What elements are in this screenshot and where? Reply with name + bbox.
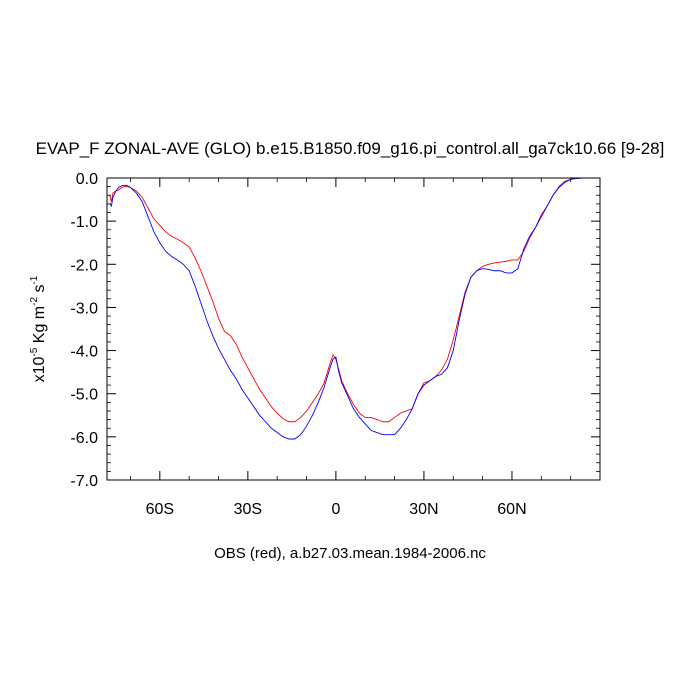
plot-frame [106,177,601,481]
y-axis-label: x10-5 Kg m-2 s-1 [29,275,48,382]
y-label-mid2: s [31,285,48,297]
y-tick-label: -6.0 [70,430,98,447]
series-layer [109,177,600,440]
y-label-exp3: -1 [29,275,40,284]
x-tick-label: 0 [331,501,340,518]
y-label-exp1: -5 [29,347,40,356]
y-tick-label: -5.0 [70,387,98,404]
x-tick-label: 60S [146,501,174,518]
x-tick-label: 60N [497,501,526,518]
y-tick-label: -4.0 [70,344,98,361]
y-tick-label: -2.0 [70,257,98,274]
x-tick-label: 30N [409,501,438,518]
y-label-base: x10 [31,356,48,382]
y-label-exp2: -2 [29,297,40,306]
y-label-mid: Kg m [31,306,48,348]
series-line-2 [109,177,600,440]
chart-title: EVAP_F ZONAL-AVE (GLO) b.e15.B1850.f09_g… [36,139,665,158]
x-tick-label: 30S [234,501,262,518]
plot-area: 0.0 -1.0 -2.0 -3.0 -4.0 -5.0 -6.0 -7.0 60S 30S 0 30… [70,171,601,518]
y-tick-label: -3.0 [70,300,98,317]
y-tick-label: 0.0 [76,171,98,188]
y-tick-label: -1.0 [70,214,98,231]
y-tick-label: -7.0 [70,473,98,490]
x-axis-label: OBS (red), a.b27.03.mean.1984-2006.nc [214,545,486,562]
ticks-layer: 0.0 -1.0 -2.0 -3.0 -4.0 -5.0 -6.0 -7.0 60S 30S 0 30… [70,171,600,518]
